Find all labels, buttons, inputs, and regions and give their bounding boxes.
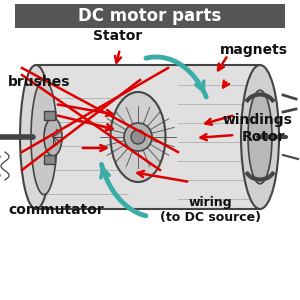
Ellipse shape: [248, 90, 272, 184]
Text: Stator: Stator: [93, 29, 142, 43]
Text: brushes: brushes: [8, 75, 70, 89]
Text: windings: windings: [222, 113, 292, 127]
Ellipse shape: [31, 80, 57, 195]
FancyBboxPatch shape: [36, 65, 260, 209]
Text: commutator: commutator: [8, 203, 104, 217]
Ellipse shape: [124, 123, 152, 151]
FancyBboxPatch shape: [15, 4, 285, 28]
Ellipse shape: [44, 118, 62, 156]
Text: Rotor: Rotor: [242, 130, 285, 144]
Ellipse shape: [131, 130, 145, 144]
Ellipse shape: [110, 92, 166, 182]
FancyBboxPatch shape: [44, 154, 55, 164]
Text: wiring
(to DC source): wiring (to DC source): [160, 196, 260, 224]
Text: DC motor parts: DC motor parts: [78, 7, 222, 25]
Text: magnets: magnets: [220, 43, 288, 57]
Ellipse shape: [241, 65, 279, 209]
Ellipse shape: [20, 65, 52, 209]
FancyBboxPatch shape: [44, 110, 55, 119]
